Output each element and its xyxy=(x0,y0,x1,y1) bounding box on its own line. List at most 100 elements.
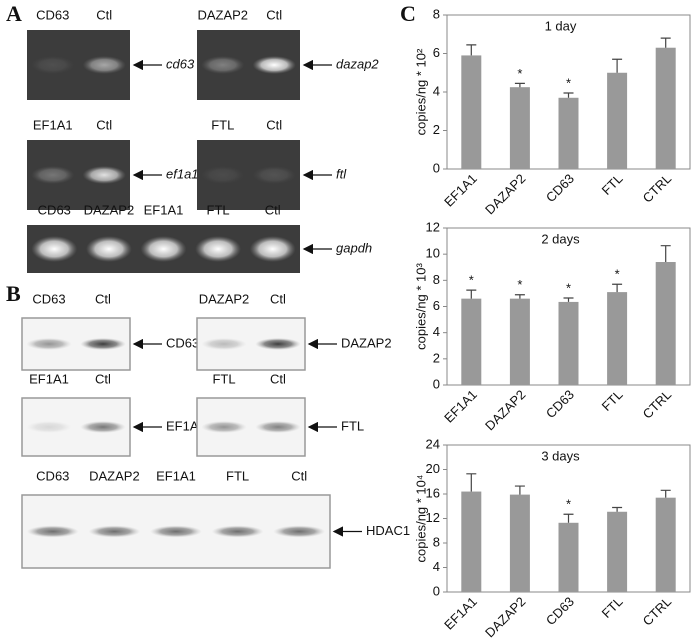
error-bar xyxy=(612,506,623,512)
target-label: gapdh xyxy=(336,240,372,255)
band xyxy=(201,56,245,74)
x-tick-label: CTRL xyxy=(640,171,675,206)
target-label: EF1A1 xyxy=(166,418,206,433)
bar xyxy=(461,298,482,385)
error-bar xyxy=(563,297,574,302)
band xyxy=(211,525,264,538)
y-tick-label: 24 xyxy=(426,436,440,451)
error-bar xyxy=(514,294,525,299)
x-tick-label: CD63 xyxy=(543,387,577,421)
band xyxy=(273,525,326,538)
band xyxy=(82,56,126,74)
y-tick-label: 8 xyxy=(433,272,440,287)
lane-label: CD63 xyxy=(32,291,65,306)
lane-label: DAZAP2 xyxy=(197,7,248,22)
band xyxy=(252,166,296,184)
lane-label: FTL xyxy=(211,117,234,132)
error-bar xyxy=(514,82,525,88)
bar xyxy=(607,511,628,592)
lane-label: EF1A1 xyxy=(144,202,184,217)
target-label: HDAC1 xyxy=(366,523,410,538)
x-tick-label: CD63 xyxy=(543,594,577,628)
band xyxy=(31,166,75,184)
x-tick-label: CD63 xyxy=(543,171,577,205)
error-bar xyxy=(466,289,477,299)
band xyxy=(195,236,242,262)
target-label: dazap2 xyxy=(336,56,379,71)
lane-label: Ctl xyxy=(270,371,286,386)
y-tick-label: 12 xyxy=(426,219,440,234)
bar xyxy=(558,301,579,385)
bar xyxy=(607,292,628,385)
band xyxy=(26,338,72,350)
lane-label: DAZAP2 xyxy=(89,468,140,483)
lane-label: FTL xyxy=(212,371,235,386)
y-tick-label: 4 xyxy=(433,83,440,98)
x-tick-label: EF1A1 xyxy=(441,171,480,210)
y-tick-label: 16 xyxy=(426,485,440,500)
annotation: * xyxy=(615,267,620,282)
band xyxy=(249,236,296,262)
x-tick-label: DAZAP2 xyxy=(482,171,528,217)
x-tick-label: DAZAP2 xyxy=(482,387,528,433)
target-label: cd63 xyxy=(166,56,195,71)
band xyxy=(252,56,296,74)
band xyxy=(31,56,75,74)
bar xyxy=(509,494,530,592)
x-tick-label: CTRL xyxy=(640,387,675,422)
band xyxy=(140,236,187,262)
target-label: CD63 xyxy=(166,335,199,350)
band xyxy=(85,236,132,262)
band xyxy=(26,421,72,433)
target-label: DAZAP2 xyxy=(341,335,392,350)
y-tick-label: 12 xyxy=(426,510,440,525)
lane-label: FTL xyxy=(207,202,230,217)
y-axis-label: copies/ng * 10⁴ xyxy=(413,475,428,563)
y-tick-label: 2 xyxy=(433,122,440,137)
x-tick-label: CTRL xyxy=(640,594,675,629)
y-tick-label: 0 xyxy=(433,376,440,391)
x-tick-label: DAZAP2 xyxy=(482,594,528,639)
annotation: * xyxy=(566,75,571,90)
band xyxy=(80,338,126,350)
panel-label: C xyxy=(400,1,416,26)
y-tick-label: 2 xyxy=(433,350,440,365)
bar xyxy=(558,97,579,169)
y-tick-label: 8 xyxy=(433,6,440,21)
x-tick-label: FTL xyxy=(599,171,626,198)
x-tick-label: FTL xyxy=(599,594,626,621)
y-tick-label: 6 xyxy=(433,45,440,60)
y-tick-label: 4 xyxy=(433,559,440,574)
error-bar xyxy=(466,473,477,492)
band xyxy=(88,525,141,538)
band xyxy=(201,421,247,433)
bar xyxy=(509,87,530,169)
band xyxy=(255,338,301,350)
y-axis-label: copies/ng * 10² xyxy=(413,48,428,135)
lane-label: Ctl xyxy=(266,117,282,132)
lane-label: Ctl xyxy=(96,7,112,22)
lane-label: DAZAP2 xyxy=(199,291,250,306)
y-tick-label: 0 xyxy=(433,583,440,598)
bar xyxy=(607,72,628,169)
band xyxy=(255,421,301,433)
lane-label: CD63 xyxy=(36,468,69,483)
x-tick-label: FTL xyxy=(599,387,626,414)
error-bar xyxy=(660,245,671,263)
annotation: * xyxy=(566,280,571,295)
error-bar xyxy=(514,485,525,495)
bar xyxy=(655,262,676,385)
lane-label: EF1A1 xyxy=(33,117,73,132)
error-bar xyxy=(563,513,574,523)
annotation: * xyxy=(469,273,474,288)
chart-title: 1 day xyxy=(545,18,577,33)
lane-label: Ctl xyxy=(266,7,282,22)
lane-label: DAZAP2 xyxy=(84,202,135,217)
lane-label: Ctl xyxy=(265,202,281,217)
lane-label: Ctl xyxy=(270,291,286,306)
annotation: * xyxy=(566,497,571,512)
lane-label: FTL xyxy=(226,468,249,483)
lane-label: Ctl xyxy=(96,117,112,132)
x-tick-label: EF1A1 xyxy=(441,387,480,426)
y-tick-label: 10 xyxy=(426,246,440,261)
